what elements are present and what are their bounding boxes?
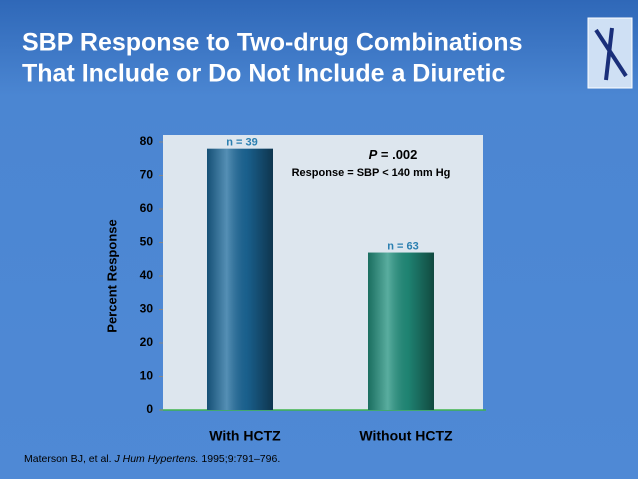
x-tick-label: Without HCTZ bbox=[359, 428, 453, 444]
bar-shading bbox=[368, 252, 434, 410]
y-tick-label: 50 bbox=[140, 235, 154, 249]
y-tick-label: 80 bbox=[140, 134, 154, 148]
logo-figure bbox=[594, 27, 628, 81]
bar-shading bbox=[207, 148, 273, 410]
definition: Response = SBP < 140 mm Hg bbox=[292, 167, 451, 179]
citation-details: 1995;9:791–796. bbox=[199, 453, 281, 465]
y-axis-label: Percent Response bbox=[104, 219, 119, 332]
citation: Materson BJ, et al. J Hum Hypertens. 199… bbox=[24, 453, 280, 465]
y-tick-label: 0 bbox=[146, 402, 153, 416]
y-tick-label: 20 bbox=[140, 335, 154, 349]
title-line: SBP Response to Two-drug Combinations bbox=[22, 29, 522, 57]
p-value: P = .002 bbox=[369, 147, 418, 162]
value-note: n = 63 bbox=[387, 240, 419, 252]
citation-authors: Materson BJ, et al. bbox=[24, 453, 114, 465]
p-text: = .002 bbox=[377, 147, 417, 162]
y-tick-label: 60 bbox=[140, 201, 154, 215]
title-line: That Include or Do Not Include a Diureti… bbox=[22, 60, 505, 88]
x-tick-label: With HCTZ bbox=[209, 428, 281, 444]
value-note: n = 39 bbox=[226, 137, 258, 149]
y-tick-label: 70 bbox=[140, 168, 154, 182]
y-tick-label: 10 bbox=[140, 369, 154, 383]
p-symbol: P bbox=[369, 147, 378, 162]
y-tick-label: 30 bbox=[140, 302, 154, 316]
citation-journal: J Hum Hypertens. bbox=[113, 453, 198, 465]
y-tick-label: 40 bbox=[140, 268, 154, 282]
